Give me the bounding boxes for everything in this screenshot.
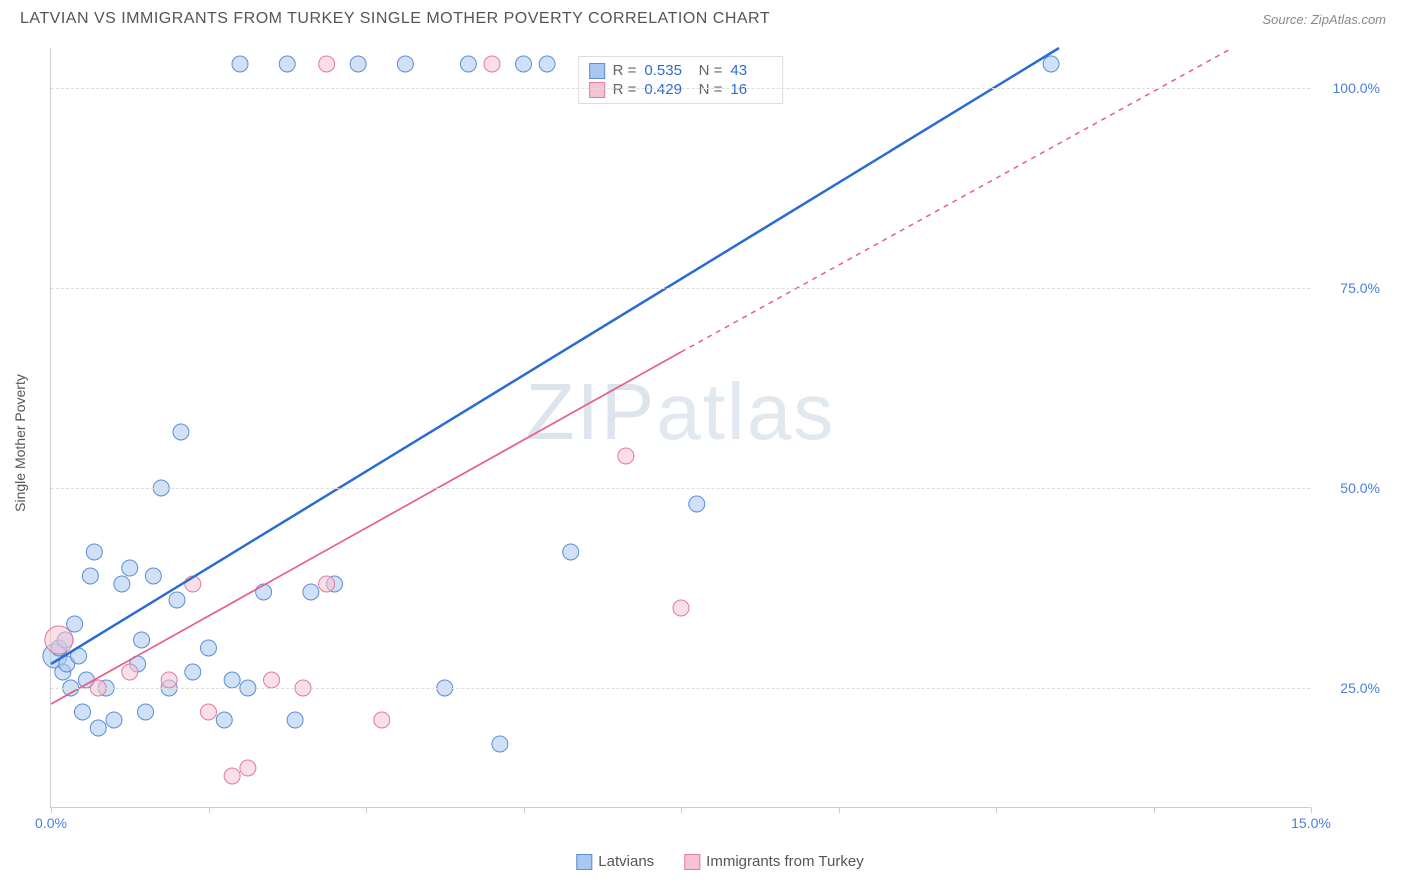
data-point <box>185 664 201 680</box>
data-point <box>264 672 280 688</box>
data-point <box>240 760 256 776</box>
data-point <box>67 616 83 632</box>
x-tick <box>1154 807 1155 813</box>
data-point <box>279 56 295 72</box>
x-tick <box>366 807 367 813</box>
chart-container: Single Mother Poverty ZIPatlas R = 0.535… <box>50 48 1390 838</box>
data-point <box>256 584 272 600</box>
data-point <box>224 768 240 784</box>
x-tick <box>51 807 52 813</box>
data-point <box>86 544 102 560</box>
regression-line-latvians <box>51 48 1059 664</box>
data-point <box>161 672 177 688</box>
data-point <box>114 576 130 592</box>
data-point <box>1043 56 1059 72</box>
data-point <box>287 712 303 728</box>
chart-header: LATVIAN VS IMMIGRANTS FROM TURKEY SINGLE… <box>0 0 1406 36</box>
data-point <box>563 544 579 560</box>
legend-item-latvians: Latvians <box>576 853 654 870</box>
data-point <box>122 560 138 576</box>
bottom-legend: Latvians Immigrants from Turkey <box>576 853 863 870</box>
plot-area: ZIPatlas R = 0.535 N = 43 R = 0.429 N = … <box>50 48 1310 808</box>
data-point <box>460 56 476 72</box>
data-point <box>45 626 73 654</box>
data-point <box>397 56 413 72</box>
gridline <box>51 688 1310 689</box>
data-point <box>374 712 390 728</box>
x-tick <box>209 807 210 813</box>
y-tick-label: 25.0% <box>1320 680 1380 696</box>
regression-line-turkey-solid <box>51 352 681 704</box>
x-tick <box>1311 807 1312 813</box>
gridline <box>51 88 1310 89</box>
data-point <box>303 584 319 600</box>
source-label: Source: ZipAtlas.com <box>1262 12 1386 27</box>
y-tick-label: 100.0% <box>1320 80 1380 96</box>
data-point <box>201 640 217 656</box>
x-tick <box>839 807 840 813</box>
data-point <box>82 568 98 584</box>
stats-row-latvians: R = 0.535 N = 43 <box>589 61 773 80</box>
data-point <box>232 56 248 72</box>
y-tick-label: 50.0% <box>1320 480 1380 496</box>
data-point <box>516 56 532 72</box>
gridline <box>51 488 1310 489</box>
data-point <box>201 704 217 720</box>
data-point <box>539 56 555 72</box>
data-point <box>145 568 161 584</box>
x-tick-label: 0.0% <box>35 815 67 831</box>
data-point <box>216 712 232 728</box>
data-point <box>673 600 689 616</box>
data-point <box>138 704 154 720</box>
x-tick-label: 15.0% <box>1291 815 1331 831</box>
data-point <box>618 448 634 464</box>
y-axis-label: Single Mother Poverty <box>12 374 28 512</box>
swatch-latvians <box>589 63 605 79</box>
data-point <box>484 56 500 72</box>
x-tick <box>996 807 997 813</box>
data-point <box>319 576 335 592</box>
swatch-latvians-legend <box>576 854 592 870</box>
plot-svg <box>51 48 1311 808</box>
stats-row-turkey: R = 0.429 N = 16 <box>589 80 773 99</box>
swatch-turkey-legend <box>684 854 700 870</box>
data-point <box>134 632 150 648</box>
data-point <box>689 496 705 512</box>
chart-title: LATVIAN VS IMMIGRANTS FROM TURKEY SINGLE… <box>20 10 770 28</box>
data-point <box>75 704 91 720</box>
data-point <box>173 424 189 440</box>
data-point <box>350 56 366 72</box>
data-point <box>106 712 122 728</box>
data-point <box>319 56 335 72</box>
y-tick-label: 75.0% <box>1320 280 1380 296</box>
data-point <box>169 592 185 608</box>
gridline <box>51 288 1310 289</box>
data-point <box>224 672 240 688</box>
data-point <box>492 736 508 752</box>
legend-item-turkey: Immigrants from Turkey <box>684 853 864 870</box>
data-point <box>122 664 138 680</box>
swatch-turkey <box>589 82 605 98</box>
stats-box: R = 0.535 N = 43 R = 0.429 N = 16 <box>578 56 784 104</box>
data-point <box>90 720 106 736</box>
x-tick <box>524 807 525 813</box>
x-tick <box>681 807 682 813</box>
